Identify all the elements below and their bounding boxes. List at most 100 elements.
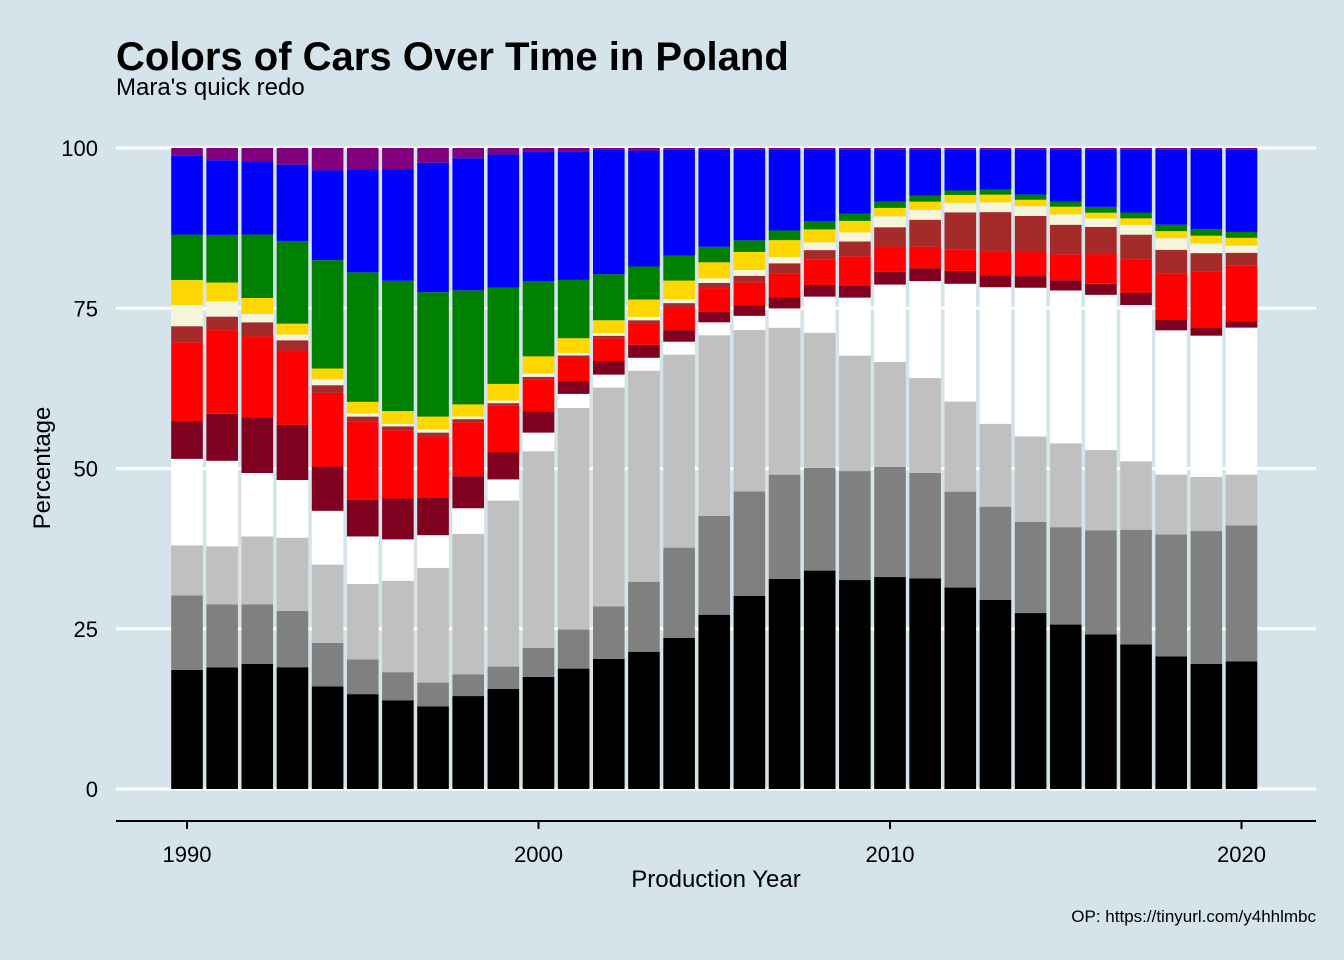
chart-title: Colors of Cars Over Time in Poland	[116, 35, 789, 79]
bar-segment	[487, 154, 520, 288]
bar-segment	[382, 498, 414, 540]
bar-stack	[803, 148, 836, 789]
bar-segment	[522, 148, 555, 152]
bar-segment	[346, 659, 379, 695]
bar-segment	[557, 279, 590, 339]
bar-segment	[417, 148, 449, 163]
bar-segment	[311, 510, 344, 565]
bar-segment	[768, 578, 801, 789]
x-tick-label: 2000	[514, 842, 563, 867]
bar-segment	[698, 614, 731, 789]
bar-segment	[171, 342, 203, 422]
y-tick-label: 75	[74, 296, 98, 321]
bar-segment	[663, 303, 695, 307]
bar-segment	[733, 148, 766, 150]
bar-segment	[1049, 290, 1082, 444]
bar-stack	[909, 148, 941, 789]
bar-segment	[874, 148, 906, 150]
bar-segment	[1014, 199, 1047, 207]
x-tick-label: 2020	[1217, 842, 1266, 867]
bar-segment	[1049, 280, 1082, 291]
bar-segment	[909, 268, 941, 282]
bar-segment	[311, 170, 344, 261]
bar-segment	[628, 581, 660, 652]
bar-segment	[628, 323, 660, 345]
bar-segment	[1120, 461, 1152, 530]
bar-segment	[944, 194, 977, 203]
bar-segment	[839, 580, 871, 789]
bar-segment	[839, 297, 871, 356]
bar-segment	[1085, 218, 1117, 227]
bar-segment	[1085, 294, 1117, 451]
bar-segment	[733, 270, 766, 276]
chart-subtitle: Mara's quick redo	[116, 74, 305, 101]
bar-segment	[382, 430, 414, 499]
bar-segment	[768, 263, 801, 274]
bar-segment	[1049, 527, 1082, 625]
bar-segment	[979, 149, 1012, 190]
bar-segment	[382, 672, 414, 701]
bar-segment	[487, 383, 520, 401]
bar-segment	[417, 429, 449, 433]
bar-segment	[628, 266, 660, 300]
bar-segment	[768, 230, 801, 241]
bar-segment	[733, 315, 766, 331]
bar-segment	[593, 387, 625, 607]
bar-segment	[241, 336, 274, 418]
bar-segment	[1155, 273, 1187, 320]
bar-segment	[839, 256, 871, 287]
bar-segment	[522, 281, 555, 357]
bar-segment	[206, 316, 238, 331]
bar-segment	[944, 190, 977, 195]
bar-segment	[1225, 321, 1258, 328]
bar-segment	[452, 419, 484, 423]
bar-segment	[1014, 206, 1047, 216]
bar-segment	[698, 288, 731, 312]
bar-segment	[803, 250, 836, 260]
bar-segment	[944, 401, 977, 492]
bar-segment	[1049, 224, 1082, 255]
bar-segment	[1120, 304, 1152, 462]
bar-segment	[698, 282, 731, 289]
bar-stack	[346, 148, 379, 789]
bar-segment	[417, 535, 449, 568]
bar-segment	[979, 148, 1012, 150]
bar-segment	[1190, 229, 1223, 236]
bar-segment	[382, 423, 414, 427]
bar-stack	[1014, 148, 1047, 789]
bar-segment	[1014, 149, 1047, 195]
bar-segment	[944, 249, 977, 271]
bar-segment	[874, 149, 906, 202]
bar-segment	[1014, 436, 1047, 522]
bar-segment	[417, 706, 449, 789]
bar-segment	[206, 301, 238, 317]
bar-segment	[593, 338, 625, 362]
bar-segment	[276, 424, 309, 481]
bar-segment	[452, 422, 484, 477]
bar-segment	[979, 202, 1012, 213]
bar-segment	[803, 570, 836, 789]
x-tick-label: 1990	[163, 842, 212, 867]
bar-segment	[944, 202, 977, 213]
bar-segment	[171, 234, 203, 281]
bar-segment	[487, 287, 520, 384]
bar-segment	[593, 148, 625, 150]
bar-stack	[1049, 148, 1082, 789]
bar-segment	[382, 169, 414, 281]
bar-segment	[241, 664, 274, 789]
bar-segment	[311, 379, 344, 386]
bar-segment	[206, 160, 238, 235]
bar-segment	[1225, 327, 1258, 475]
bar-segment	[1085, 149, 1117, 207]
bar-segment	[1190, 149, 1223, 230]
bar-segment	[241, 472, 274, 537]
bar-segment	[171, 305, 203, 327]
bar-segment	[1155, 238, 1187, 250]
bar-segment	[311, 392, 344, 467]
bar-segment	[557, 358, 590, 382]
bar-segment	[206, 546, 238, 605]
bar-segment	[663, 148, 695, 150]
bar-stack	[979, 148, 1012, 789]
bar-segment	[663, 299, 695, 304]
bar-segment	[417, 292, 449, 417]
